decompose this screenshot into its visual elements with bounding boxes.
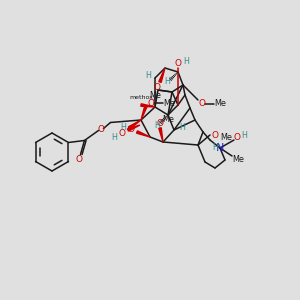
Text: H: H <box>164 77 170 86</box>
Text: H: H <box>241 130 247 140</box>
Polygon shape <box>128 120 141 129</box>
Text: O: O <box>199 100 206 109</box>
Text: H: H <box>212 143 218 152</box>
Text: H: H <box>179 122 185 131</box>
Text: methoxy: methoxy <box>129 95 157 101</box>
Text: Me: Me <box>162 116 174 124</box>
Polygon shape <box>141 106 147 120</box>
Text: Me: Me <box>214 100 226 109</box>
Text: N: N <box>216 143 224 153</box>
Text: Me: Me <box>232 154 244 164</box>
Text: H: H <box>111 134 117 142</box>
Polygon shape <box>159 128 163 142</box>
Text: O: O <box>233 133 241 142</box>
Text: O: O <box>98 125 105 134</box>
Text: O: O <box>154 83 160 92</box>
Polygon shape <box>128 125 140 131</box>
Text: O: O <box>128 125 134 134</box>
Polygon shape <box>141 104 155 107</box>
Text: O: O <box>212 130 218 140</box>
Text: O: O <box>76 155 83 164</box>
Polygon shape <box>159 68 165 83</box>
Text: O: O <box>175 58 182 68</box>
Text: Me: Me <box>149 92 161 100</box>
Text: O: O <box>157 118 164 127</box>
Text: H: H <box>183 56 189 65</box>
Text: O: O <box>118 128 125 137</box>
Text: Me: Me <box>220 134 232 142</box>
Text: H: H <box>145 70 151 80</box>
Polygon shape <box>136 131 150 137</box>
Text: H: H <box>154 122 160 130</box>
Text: O: O <box>148 98 154 107</box>
Text: H: H <box>120 122 126 131</box>
Text: Me: Me <box>163 98 175 107</box>
